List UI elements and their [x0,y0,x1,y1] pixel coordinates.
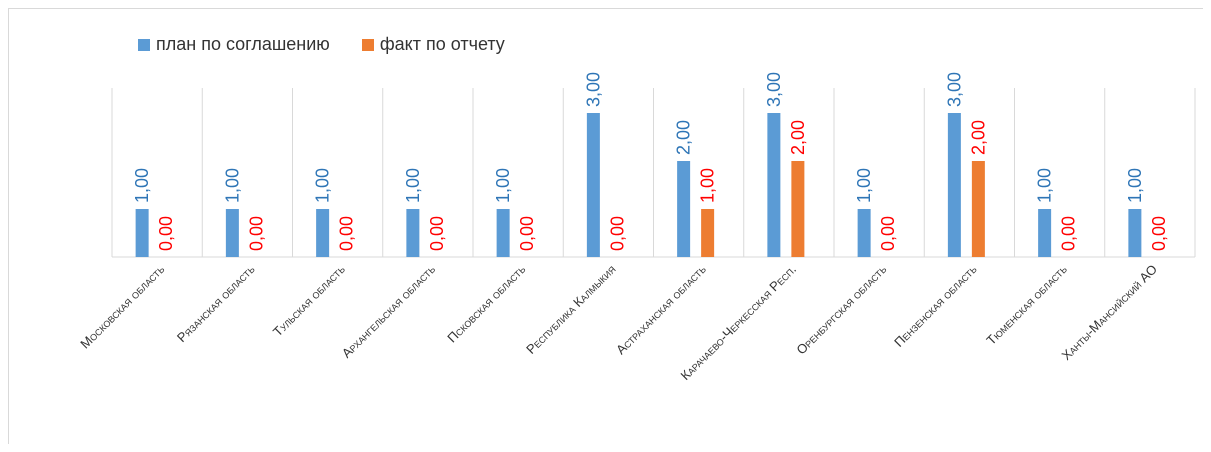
data-label-fact: 0,00 [1059,216,1079,251]
category-label: Астраханская область [613,261,709,357]
category-label: Тульская область [270,261,348,339]
bar-plan [226,209,239,257]
bar-fact [701,209,714,257]
category-label: Московская область [77,261,167,351]
bar-plan [1128,209,1141,257]
category-label: Псковская область [444,261,528,345]
data-label-fact: 0,00 [517,216,537,251]
data-label-fact: 0,00 [427,216,447,251]
data-label-plan: 1,00 [313,168,333,203]
bar-plan [497,209,510,257]
data-label-plan: 3,00 [764,72,784,107]
category-label: Тюменская область [983,261,1069,347]
bar-plan [677,161,690,257]
data-label-plan: 1,00 [1035,168,1055,203]
data-label-fact: 0,00 [878,216,898,251]
data-label-plan: 2,00 [674,120,694,155]
category-label: Республика Калмыкия [523,262,618,357]
data-label-fact: 0,00 [607,216,627,251]
data-label-fact: 0,00 [246,216,266,251]
bar-plan [1038,209,1051,257]
data-label-fact: 0,00 [1149,216,1169,251]
category-label: Архангельская область [339,261,438,360]
data-label-plan: 1,00 [222,168,242,203]
bar-plan [587,113,600,257]
category-label: Рязанская область [174,261,258,345]
data-label-plan: 1,00 [854,168,874,203]
data-label-plan: 1,00 [132,168,152,203]
bar-plan [858,209,871,257]
bar-fact [791,161,804,257]
data-label-fact: 2,00 [968,120,988,155]
category-label: Пензенская область [891,261,979,349]
data-label-plan: 1,00 [1125,168,1145,203]
data-label-plan: 1,00 [493,168,513,203]
data-label-fact: 0,00 [156,216,176,251]
data-label-plan: 3,00 [583,72,603,107]
bar-plan [948,113,961,257]
bar-plan [136,209,149,257]
bar-fact [972,161,985,257]
data-label-fact: 2,00 [788,120,808,155]
bar-plan [406,209,419,257]
category-label: Оренбургская область [793,261,889,357]
category-label: Ханты-Мансийский АО [1059,262,1160,363]
data-label-fact: 0,00 [337,216,357,251]
data-label-plan: 1,00 [403,168,423,203]
bar-plan [767,113,780,257]
bar-plan [316,209,329,257]
data-label-plan: 3,00 [944,72,964,107]
data-label-fact: 1,00 [698,168,718,203]
